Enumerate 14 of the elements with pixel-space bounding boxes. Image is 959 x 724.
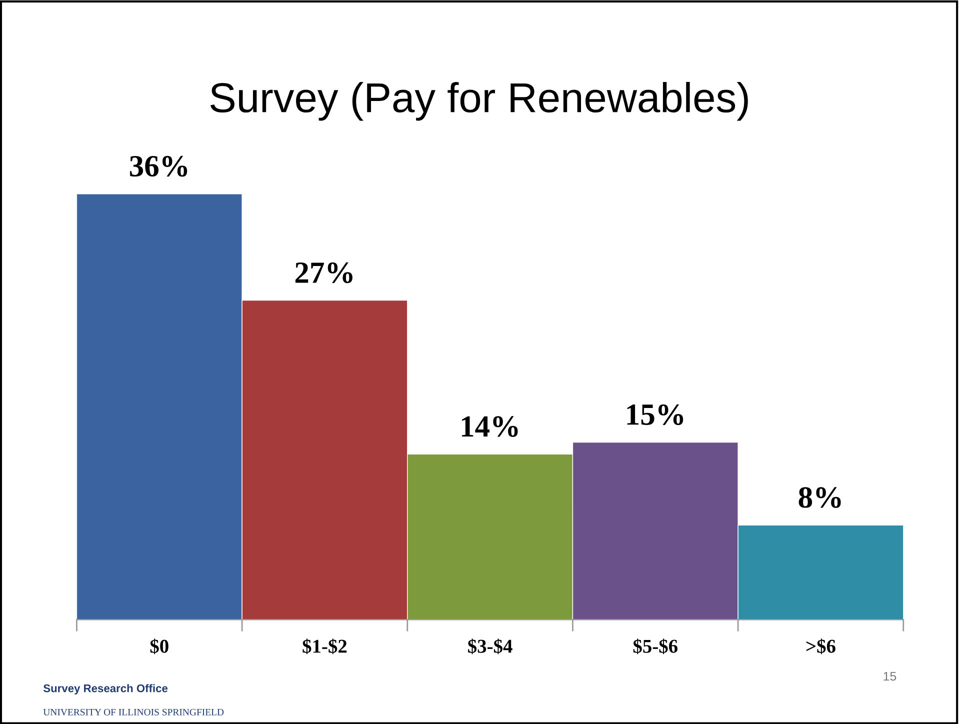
x-tick-label: $3-$4: [468, 638, 512, 654]
text: UNIVERSITY OF ILLINOIS SPRINGFIELD: [43, 708, 224, 716]
text: Survey Research Office: [43, 684, 168, 694]
data-label: 14%: [462, 416, 518, 437]
data-label: 27%: [295, 262, 352, 284]
x-tick-label: $1-$2: [302, 638, 347, 654]
chart-title: Survey (Pay for Renewables): [210, 82, 748, 121]
x-tick-label: $5-$6: [633, 638, 678, 654]
text: 15: [884, 672, 896, 681]
x-tick-label: $0: [150, 638, 168, 654]
x-tick-label: >$6: [806, 638, 836, 654]
data-label: 36%: [130, 156, 188, 177]
data-label: 15%: [627, 404, 684, 426]
data-label: 8%: [798, 487, 841, 508]
